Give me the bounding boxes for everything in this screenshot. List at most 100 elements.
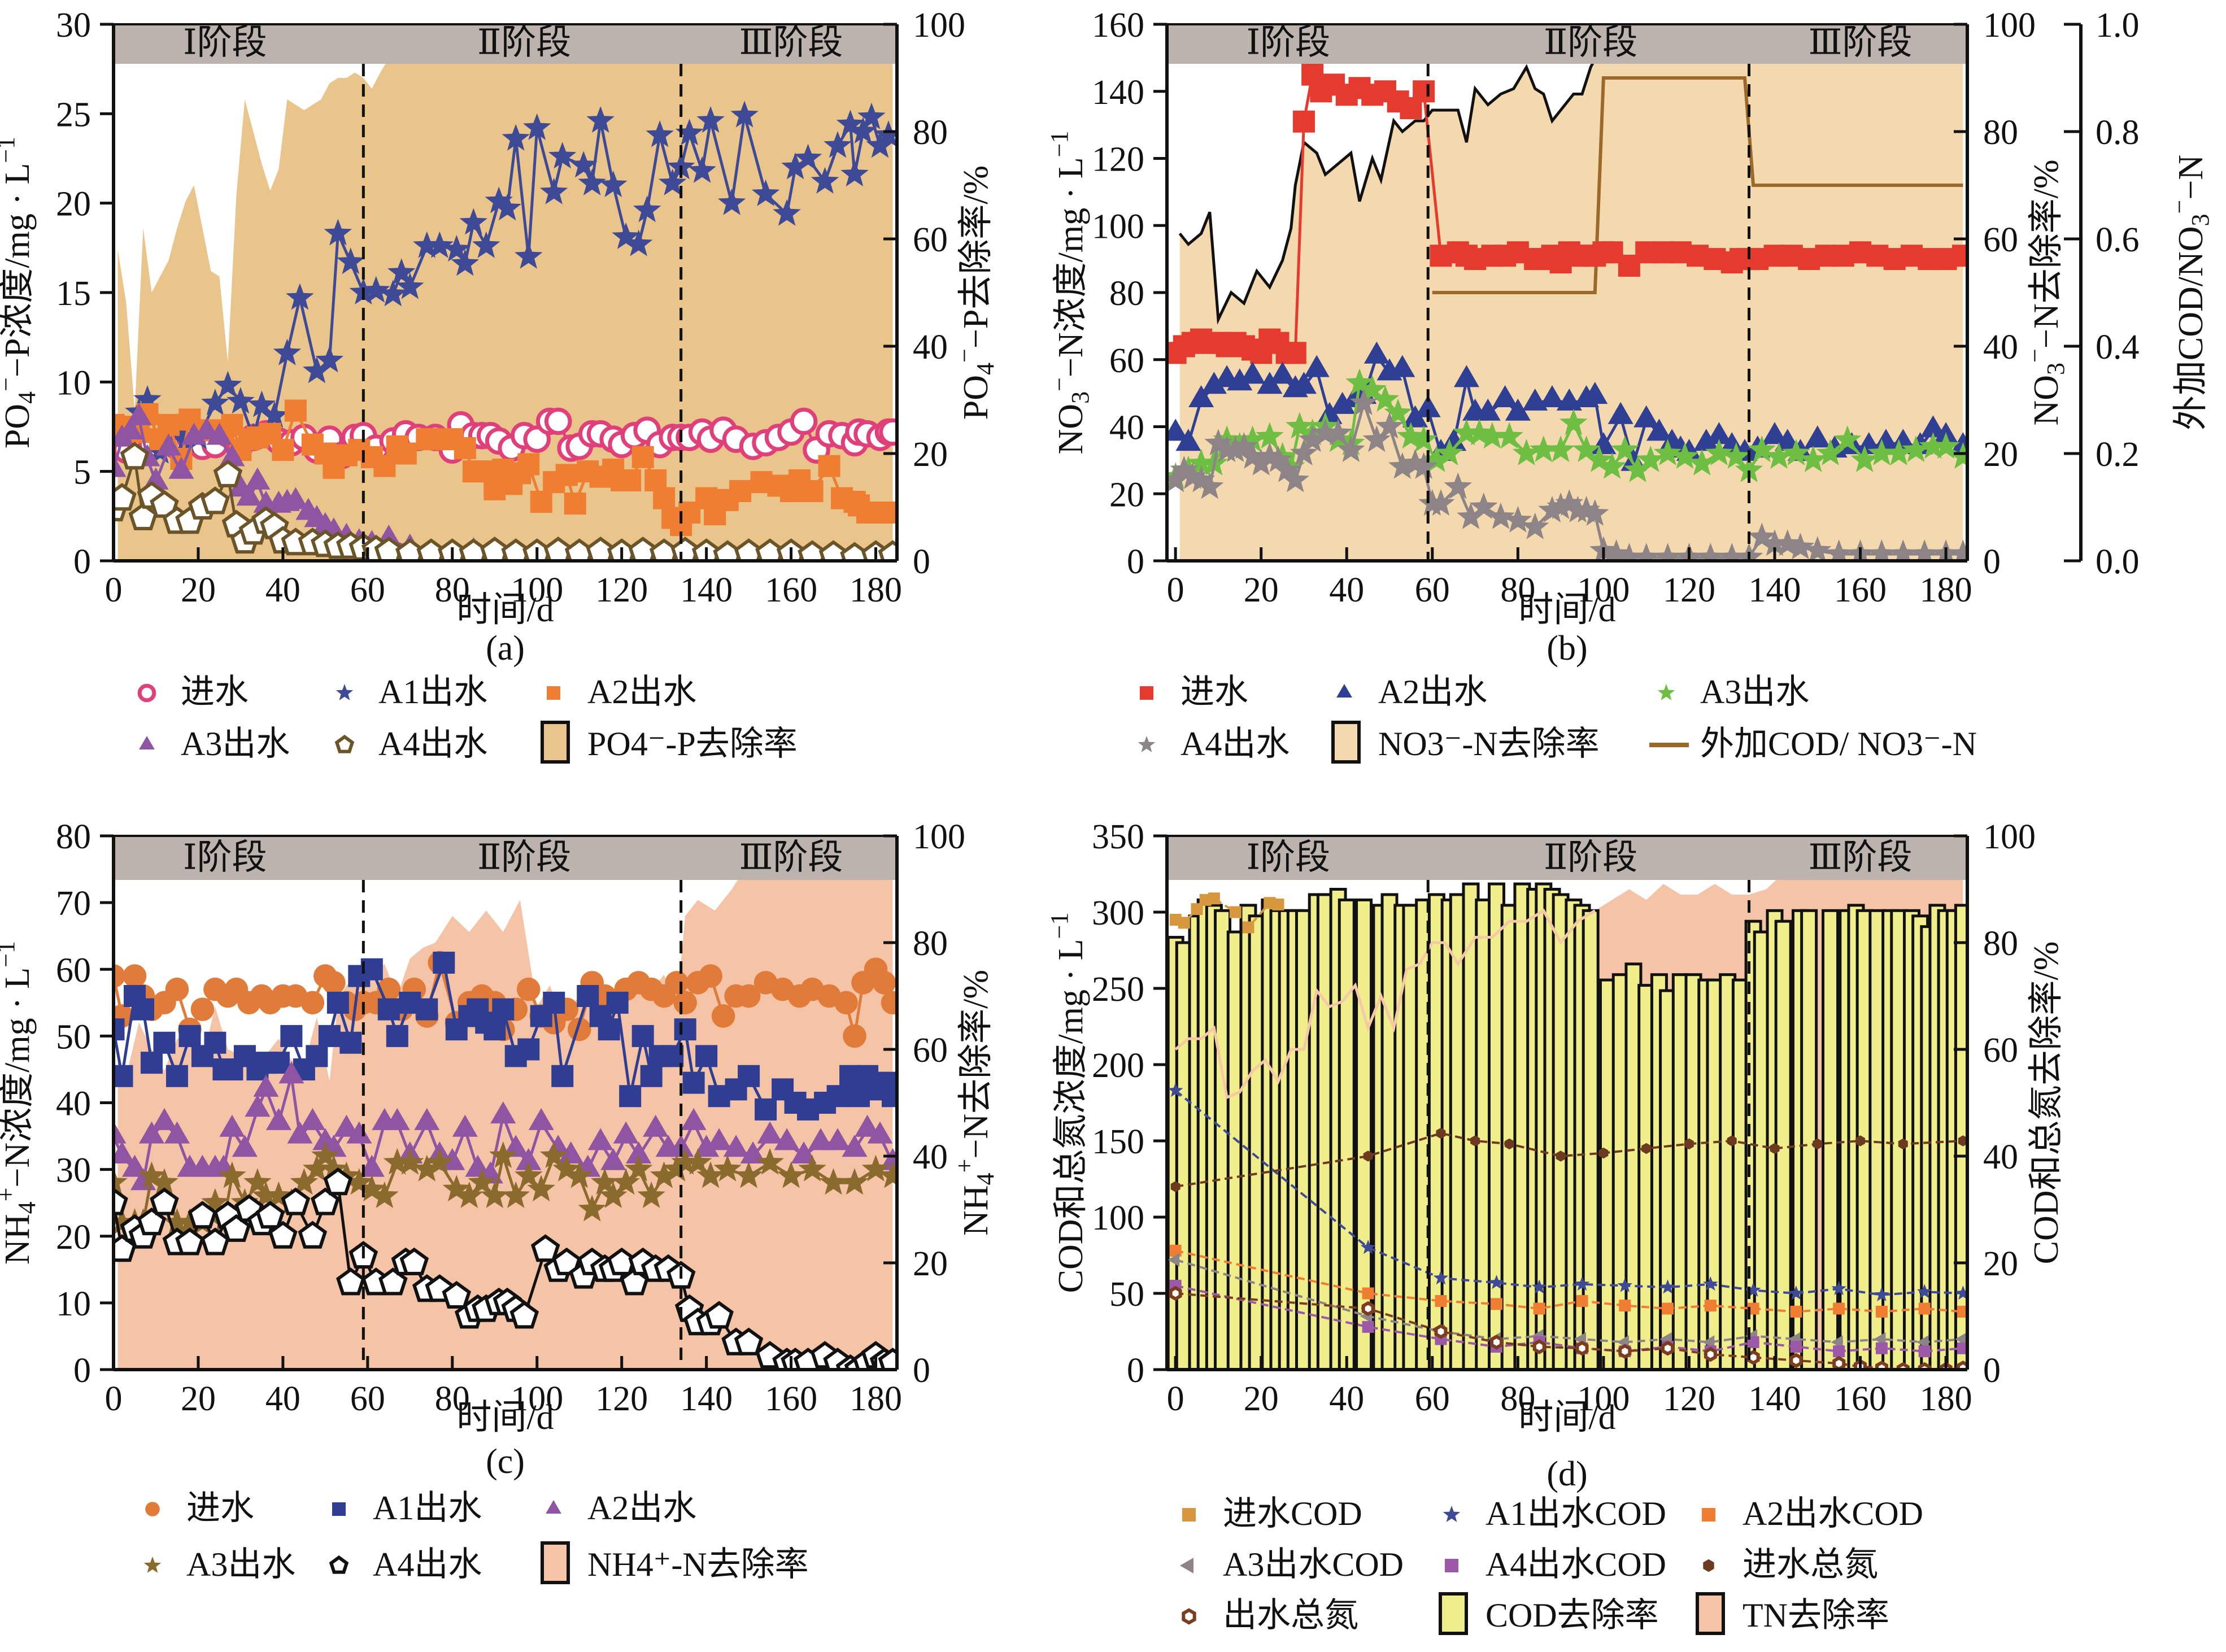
legend-item: A2出水 bbox=[1336, 673, 1487, 711]
data-point bbox=[577, 985, 599, 1007]
data-point bbox=[1867, 539, 1896, 561]
data-point bbox=[1247, 448, 1275, 476]
data-point bbox=[442, 1175, 471, 1202]
data-point bbox=[1704, 248, 1726, 271]
data-point bbox=[1427, 489, 1455, 516]
data-point bbox=[359, 1154, 385, 1177]
legend-item: A1出水 bbox=[336, 673, 487, 711]
data-point bbox=[1866, 245, 1889, 267]
data-point bbox=[1191, 903, 1203, 916]
legend-label: 进水 bbox=[181, 673, 249, 711]
y2-axis-title-sub: 4 bbox=[972, 1172, 999, 1185]
y-axis-title-main: NO bbox=[1052, 404, 1090, 455]
y3-tick-label: 0.4 bbox=[2096, 328, 2140, 367]
stage-band bbox=[114, 24, 897, 64]
data-point bbox=[153, 1031, 176, 1054]
plot-area bbox=[1167, 64, 1967, 561]
data-point bbox=[1875, 1342, 1888, 1354]
data-point bbox=[483, 1018, 506, 1041]
legend-label: A3出水 bbox=[1700, 673, 1809, 711]
data-point bbox=[1898, 1138, 1908, 1150]
data-point bbox=[540, 1141, 568, 1168]
data-point bbox=[1875, 1305, 1888, 1318]
y2-axis-title-sub: 3 bbox=[2042, 363, 2070, 375]
data-point bbox=[1653, 439, 1682, 465]
data-point bbox=[1641, 1143, 1652, 1154]
legend-item: A2出水 bbox=[547, 673, 696, 711]
data-point bbox=[711, 1004, 735, 1028]
data-point bbox=[1762, 422, 1788, 444]
y-axis-title-rest: −N浓度/mg · L bbox=[1052, 157, 1090, 377]
data-point bbox=[1790, 1341, 1802, 1353]
y2-tick-label: 100 bbox=[1983, 6, 2036, 45]
data-point bbox=[1475, 398, 1501, 421]
data-point bbox=[1833, 1345, 1845, 1358]
data-point bbox=[1920, 415, 1946, 438]
y2-tick-label: 80 bbox=[913, 114, 948, 152]
y2-axis-title-sub: 4 bbox=[972, 363, 999, 375]
data-point bbox=[1409, 452, 1438, 479]
data-point bbox=[126, 403, 152, 425]
y2-tick-label: 60 bbox=[913, 221, 948, 259]
plot-area bbox=[114, 64, 897, 561]
y2-axis-title: NH4+−N去除率/% bbox=[951, 970, 999, 1236]
stage-label: Ⅱ阶段 bbox=[477, 24, 571, 62]
y-axis-title-main: PO bbox=[0, 404, 37, 448]
data-point bbox=[1805, 425, 1831, 448]
data-point bbox=[137, 1161, 166, 1188]
data-point bbox=[791, 1141, 817, 1163]
stage-label: Ⅲ阶段 bbox=[1809, 24, 1913, 62]
data-point bbox=[336, 1267, 365, 1296]
legend-item: TN去除率 bbox=[1696, 1592, 1889, 1635]
y2-axis-title-main: NH bbox=[957, 1185, 995, 1236]
data-point bbox=[1951, 245, 1967, 267]
legend-label: 进水 bbox=[186, 1489, 254, 1527]
legend-item: A1出水 bbox=[332, 1489, 482, 1527]
legend-item: COD去除率 bbox=[1439, 1592, 1659, 1635]
data-point bbox=[1361, 1301, 1375, 1317]
data-point bbox=[337, 247, 365, 274]
data-point bbox=[881, 991, 897, 1015]
y-tick-label: 0 bbox=[73, 1352, 91, 1390]
y2-axis-title-sup: + bbox=[951, 1159, 978, 1173]
data-point bbox=[502, 124, 530, 151]
data-point bbox=[373, 455, 396, 477]
y-tick-label: 50 bbox=[1109, 1275, 1144, 1314]
data-point bbox=[552, 1247, 582, 1275]
y-axis-title-rest: −P浓度/mg · L bbox=[0, 163, 37, 377]
x-tick-label: 100 bbox=[511, 1380, 563, 1418]
data-point bbox=[704, 1301, 734, 1329]
legend-marker bbox=[336, 684, 354, 700]
y3-axis-title-sub: 3 bbox=[2186, 213, 2214, 226]
data-point bbox=[530, 491, 552, 513]
data-point bbox=[1167, 419, 1188, 441]
y-axis-title-sup: − bbox=[1046, 377, 1073, 391]
y-tick-label: 60 bbox=[1109, 342, 1144, 380]
data-point bbox=[740, 1141, 766, 1163]
data-point bbox=[650, 1161, 678, 1188]
data-point bbox=[1430, 245, 1452, 267]
data-point bbox=[255, 1201, 285, 1229]
data-point bbox=[1727, 1135, 1737, 1147]
data-point bbox=[1916, 1284, 1932, 1298]
data-point bbox=[599, 171, 628, 197]
data-point bbox=[1875, 1361, 1888, 1370]
y-tick-label: 30 bbox=[56, 1152, 91, 1190]
data-point bbox=[1301, 64, 1324, 86]
data-point bbox=[1574, 1276, 1590, 1291]
y-tick-label: 100 bbox=[1092, 1199, 1144, 1237]
data-point bbox=[1389, 355, 1415, 377]
data-point bbox=[1955, 1285, 1967, 1300]
y-tick-label: 15 bbox=[56, 274, 91, 313]
legend-item: NO3⁻-N去除率 bbox=[1331, 721, 1600, 764]
legend-marker bbox=[546, 1500, 561, 1514]
data-point bbox=[737, 984, 761, 1008]
series-3 bbox=[1167, 388, 1967, 561]
data-point bbox=[1889, 539, 1918, 561]
data-point bbox=[1281, 465, 1310, 492]
data-point bbox=[1452, 419, 1481, 446]
data-point bbox=[1240, 361, 1266, 384]
stage-label: Ⅱ阶段 bbox=[477, 839, 571, 877]
data-point bbox=[1504, 1138, 1514, 1150]
cod-no3-ratio-line bbox=[1432, 76, 1963, 294]
